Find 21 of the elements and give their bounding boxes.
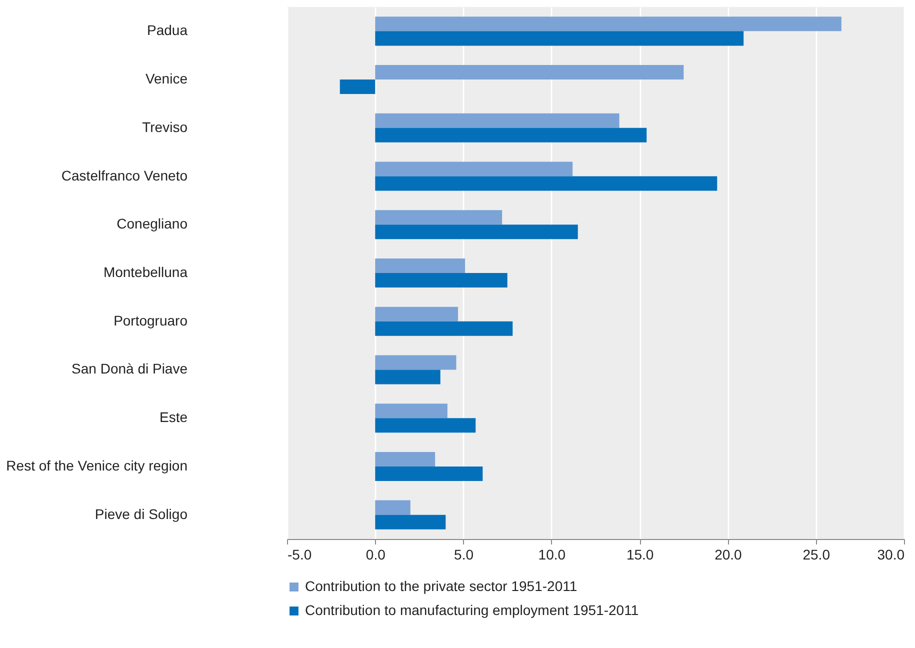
y-tick-label: Venice xyxy=(145,70,188,87)
y-tick-label: San Donà di Piave xyxy=(72,360,188,377)
x-tick-label: -5.0 xyxy=(288,546,312,562)
legend-label: Contribution to the private sector 1951-2011 xyxy=(305,578,578,594)
x-tick-label: 25.0 xyxy=(802,546,830,562)
x-tick-label: 30.0 xyxy=(877,546,905,562)
x-tick-label: 5.0 xyxy=(454,546,474,562)
y-tick-label: Este xyxy=(159,409,188,426)
y-tick-label: Treviso xyxy=(142,118,188,135)
x-tick-label: 10.0 xyxy=(538,546,566,562)
y-tick-label: Conegliano xyxy=(116,216,188,232)
x-tick-label: 15.0 xyxy=(626,546,654,562)
y-tick-label: Rest of the Venice city region xyxy=(6,457,188,474)
x-tick-label: 20.0 xyxy=(714,546,742,562)
y-tick-label: Portogruaro xyxy=(114,312,188,328)
legend-label: Contribution to manufacturing employment 1951-2011 xyxy=(305,602,639,618)
x-tick-label: 0.0 xyxy=(366,546,386,562)
y-tick-label: Pieve di Soligo xyxy=(94,506,188,522)
y-tick-label: Castelfranco Veneto xyxy=(61,167,188,184)
y-tick-label: Montebelluna xyxy=(103,264,188,280)
y-tick-label: Padua xyxy=(147,22,188,38)
